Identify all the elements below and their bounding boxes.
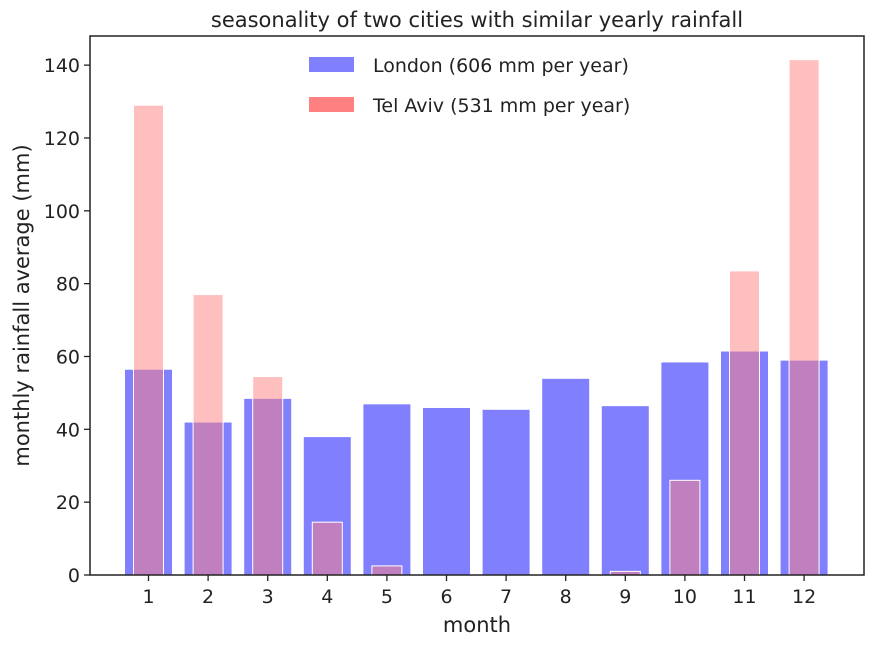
y-tick-label: 100 (44, 201, 80, 223)
bar-tel-aviv-month-4 (311, 521, 343, 576)
y-axis-label: monthly rainfall average (mm) (10, 144, 34, 466)
x-tick-label: 9 (619, 586, 631, 608)
x-axis-label: month (443, 613, 511, 637)
bar-london-month-5 (362, 403, 412, 576)
x-tick-label: 7 (500, 586, 512, 608)
plot-frame (89, 35, 865, 576)
x-tick-label: 6 (440, 586, 452, 608)
legend-swatch (309, 97, 354, 112)
x-tick-label: 8 (560, 586, 572, 608)
bar-tel-aviv-month-3 (252, 376, 284, 576)
y-tick-label: 20 (56, 492, 80, 514)
legend-swatch (309, 57, 354, 72)
y-tick-label: 0 (68, 565, 80, 587)
y-tick-label: 60 (56, 346, 80, 368)
x-tick-label: 10 (673, 586, 697, 608)
bar-tel-aviv-month-10 (669, 479, 701, 576)
bar-tel-aviv-month-11 (729, 270, 760, 576)
x-tick-label: 1 (142, 586, 154, 608)
x-tick-label: 12 (792, 586, 816, 608)
x-tick-label: 2 (202, 586, 214, 608)
x-tick-label: 3 (262, 586, 274, 608)
y-tick-label: 80 (56, 274, 80, 296)
bar-london-month-8 (541, 377, 591, 576)
y-tick-label: 40 (56, 419, 80, 441)
bar-london-month-6 (422, 406, 471, 576)
legend: London (606 mm per year) Tel Aviv (531 mm… (309, 55, 630, 117)
y-tick-label: 120 (44, 128, 80, 150)
bar-london-month-7 (481, 408, 531, 576)
y-tick-label: 140 (44, 55, 80, 77)
x-tick-label: 11 (732, 586, 756, 608)
bar-london-month-9 (600, 405, 650, 576)
bar-tel-aviv-month-1 (133, 104, 164, 576)
x-tick-label: 4 (321, 586, 333, 608)
legend-entry-label: Tel Aviv (531 mm per year) (372, 95, 630, 117)
bar-tel-aviv-month-2 (192, 294, 224, 576)
bar-tel-aviv-month-5 (371, 565, 403, 576)
plot-area (124, 59, 829, 576)
legend-entry-label: London (606 mm per year) (373, 55, 629, 77)
x-tick-label: 5 (381, 586, 393, 608)
bar-tel-aviv-month-12 (788, 59, 820, 576)
chart-title: seasonality of two cities with similar y… (211, 8, 743, 32)
